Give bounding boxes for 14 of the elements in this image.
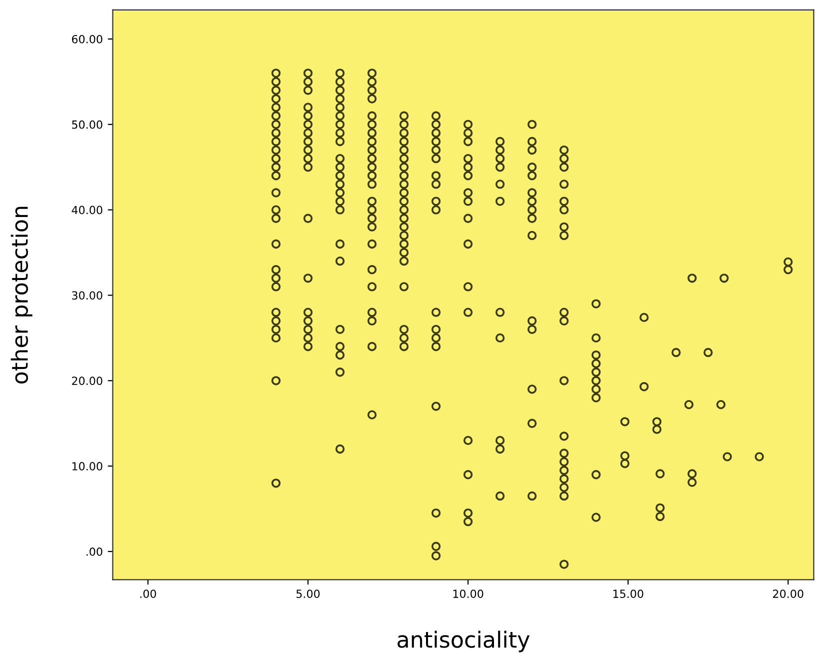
y-axis-title: other protection [10, 206, 32, 384]
x-tick-label: .00 [140, 590, 156, 598]
y-tick-label: 30.00 [72, 291, 102, 300]
x-tick-label: 5.00 [296, 590, 320, 598]
y-tick-label: 60.00 [72, 34, 102, 44]
x-tick-label: 20.00 [773, 590, 804, 598]
y-tick-label: .00 [86, 547, 102, 556]
y-tick-label: 40.00 [72, 206, 102, 214]
x-tick-label: 10.00 [453, 590, 484, 598]
x-axis-title: antisociality [398, 630, 530, 652]
x-tick-label: 15.00 [613, 590, 644, 598]
y-tick-label: 10.00 [72, 462, 102, 470]
y-tick-label: 50.00 [72, 120, 102, 129]
y-tick-label: 20.00 [72, 376, 102, 386]
